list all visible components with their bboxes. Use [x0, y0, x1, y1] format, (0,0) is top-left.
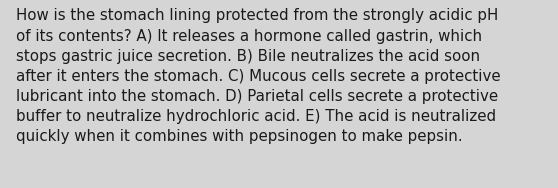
Text: How is the stomach lining protected from the strongly acidic pH
of its contents?: How is the stomach lining protected from…: [16, 8, 501, 144]
